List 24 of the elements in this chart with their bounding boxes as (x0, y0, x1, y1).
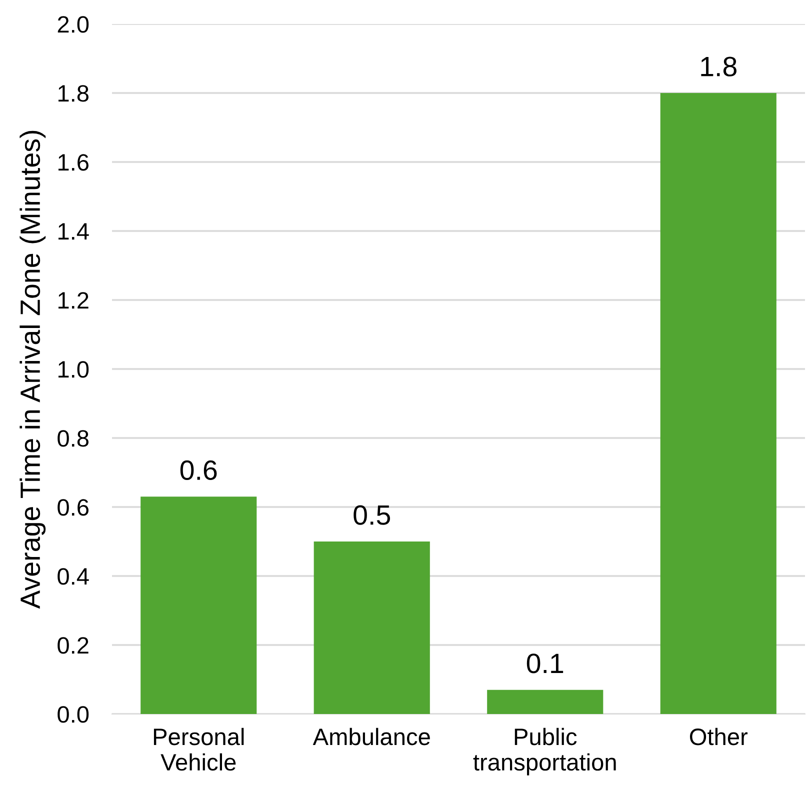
x-tick-label: Ambulance (312, 728, 430, 746)
text: 2.0 (58, 16, 89, 33)
text: 1.2 (58, 292, 88, 309)
text: 1.8 (58, 85, 88, 102)
y-axis-title: Average Time in Arrival Zone (Minutes) (20, 130, 46, 609)
bar (660, 93, 776, 714)
data-label: 0.6 (180, 460, 217, 480)
text: 1.0 (58, 361, 89, 378)
text: 1.6 (58, 154, 88, 171)
bar (487, 690, 604, 714)
data-label: 1.8 (701, 56, 736, 76)
text: 0.0 (58, 706, 89, 723)
data-label: 0.1 (526, 654, 564, 674)
bar (314, 542, 430, 714)
text: 0.6 (58, 499, 88, 516)
x-tick-label: Personal Vehicle (154, 728, 244, 771)
bar (140, 496, 257, 714)
text: 0.4 (58, 568, 89, 585)
text: 0.8 (58, 430, 88, 447)
text: 1.4 (58, 223, 89, 240)
text: 0.2 (58, 637, 88, 654)
x-tick-label: Other (690, 728, 748, 746)
data-label: 0.5 (354, 505, 390, 525)
x-tick-label: Public transportation (473, 728, 616, 776)
